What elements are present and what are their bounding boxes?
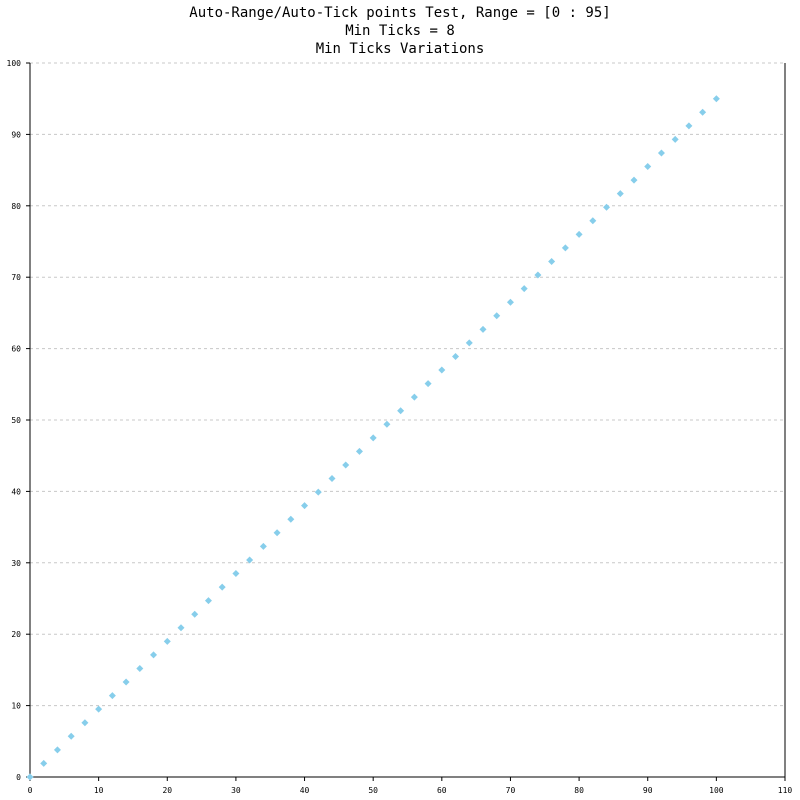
- data-point: [177, 624, 185, 632]
- data-point: [644, 163, 652, 171]
- data-point: [246, 556, 254, 564]
- y-tick-label: 30: [11, 559, 21, 568]
- data-point: [438, 366, 446, 374]
- data-point: [342, 461, 350, 469]
- data-point: [328, 475, 336, 483]
- data-point: [520, 285, 528, 293]
- data-point: [534, 271, 542, 279]
- x-tick-label: 20: [162, 786, 172, 795]
- data-point: [122, 678, 130, 686]
- x-tick-label: 50: [368, 786, 378, 795]
- data-point: [479, 325, 487, 333]
- data-point: [67, 732, 75, 740]
- data-point: [630, 176, 638, 184]
- data-point: [465, 339, 473, 347]
- x-tick-label: 30: [231, 786, 241, 795]
- x-tick-label: 100: [709, 786, 724, 795]
- data-points: [26, 95, 720, 781]
- data-point: [424, 380, 432, 388]
- data-point: [40, 759, 48, 767]
- x-tick-label: 110: [778, 786, 793, 795]
- data-point: [163, 637, 171, 645]
- data-point: [218, 583, 226, 591]
- y-tick-label: 100: [7, 59, 22, 68]
- data-point: [493, 312, 501, 320]
- x-tick-label: 80: [574, 786, 584, 795]
- data-point: [561, 244, 569, 252]
- y-tick-label: 0: [16, 773, 21, 782]
- data-point: [314, 488, 322, 496]
- data-point: [369, 434, 377, 442]
- data-point: [301, 502, 309, 510]
- data-point: [26, 773, 34, 781]
- chart-title-line-2: Min Ticks = 8: [345, 23, 455, 39]
- chart-title-line-3: Min Ticks Variations: [315, 41, 485, 57]
- ticks: 0 10 20 30 40 50 60 70 80 90 100 0 10 20 30 40 50 60 70 80 9…: [7, 59, 793, 795]
- axes: [29, 63, 786, 778]
- y-tick-label: 20: [11, 630, 21, 639]
- data-point: [136, 664, 144, 672]
- y-tick-label: 40: [11, 487, 21, 496]
- data-point: [355, 447, 363, 455]
- data-point: [53, 746, 61, 754]
- data-point: [548, 257, 556, 265]
- x-tick-label: 70: [506, 786, 516, 795]
- data-point: [95, 705, 103, 713]
- y-tick-label: 80: [11, 202, 21, 211]
- data-point: [383, 420, 391, 428]
- y-tick-label: 60: [11, 345, 21, 354]
- data-point: [616, 190, 624, 198]
- y-tick-label: 50: [11, 416, 21, 425]
- x-tick-label: 40: [300, 786, 310, 795]
- x-tick-label: 10: [94, 786, 104, 795]
- data-point: [259, 542, 267, 550]
- data-point: [671, 135, 679, 143]
- data-point: [81, 719, 89, 727]
- data-point: [108, 692, 116, 700]
- data-point: [204, 597, 212, 605]
- data-point: [191, 610, 199, 618]
- data-point: [287, 515, 295, 523]
- data-point: [232, 570, 240, 578]
- data-point: [685, 122, 693, 130]
- data-point: [150, 651, 158, 659]
- data-point: [506, 298, 514, 306]
- data-point: [410, 393, 418, 401]
- data-point: [699, 108, 707, 116]
- x-tick-label: 90: [643, 786, 653, 795]
- chart-title: Auto-Range/Auto-Tick points Test, Range …: [0, 4, 800, 58]
- data-point: [589, 217, 597, 225]
- data-point: [603, 203, 611, 211]
- y-tick-label: 90: [11, 130, 21, 139]
- grid-lines: [30, 62, 785, 707]
- x-tick-label: 60: [437, 786, 447, 795]
- data-point: [397, 407, 405, 415]
- data-point: [712, 95, 720, 103]
- data-point: [452, 352, 460, 360]
- chart-title-line-1: Auto-Range/Auto-Tick points Test, Range …: [189, 5, 611, 21]
- x-tick-label: 0: [28, 786, 33, 795]
- data-point: [273, 529, 281, 537]
- y-tick-label: 70: [11, 273, 21, 282]
- data-point: [575, 230, 583, 238]
- y-tick-label: 10: [11, 702, 21, 711]
- data-point: [657, 149, 665, 157]
